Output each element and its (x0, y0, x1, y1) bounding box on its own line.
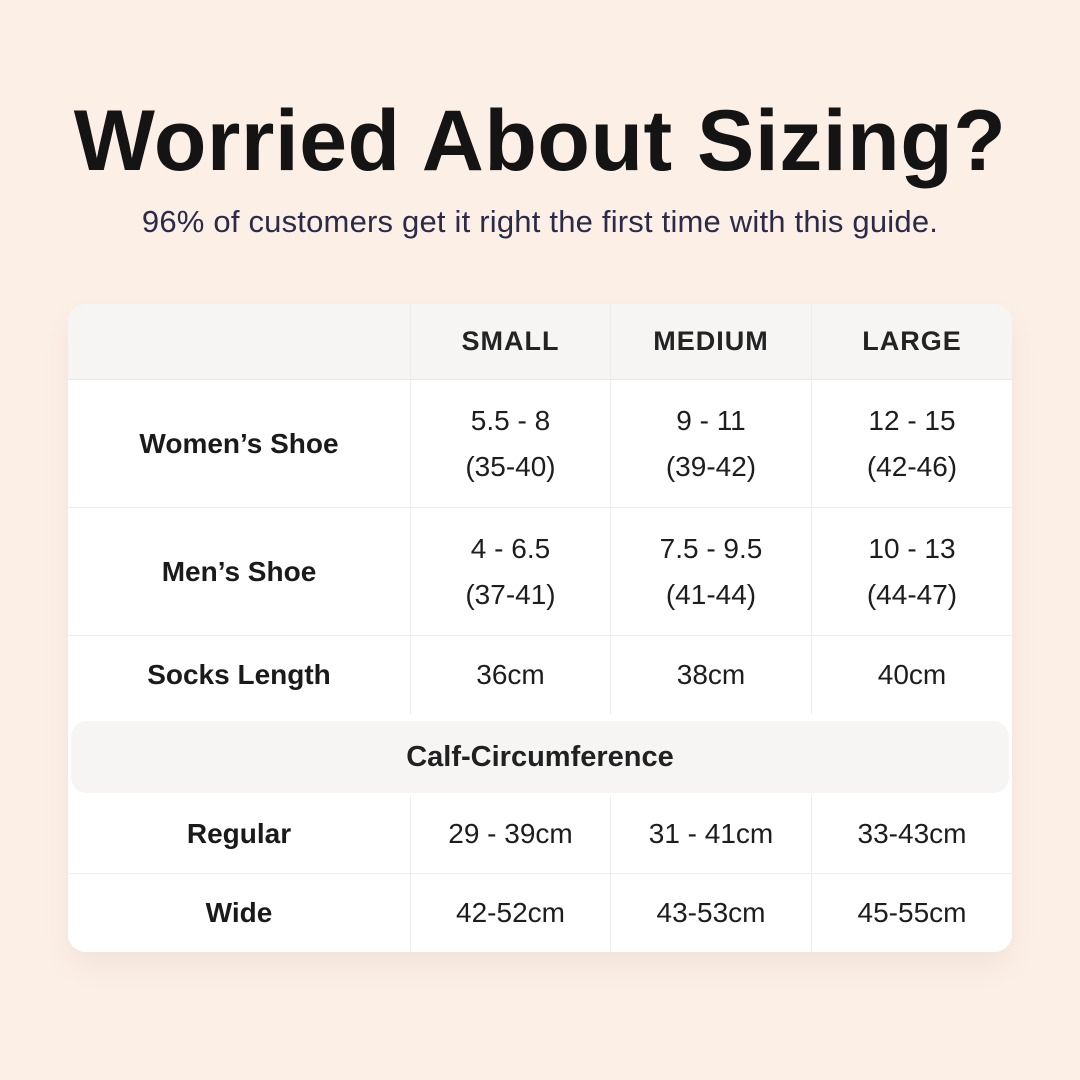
table-row-mens-shoe: Men’s Shoe 4 - 6.5 (37-41) 7.5 - 9.5 (41… (68, 508, 1012, 637)
row-label-mens-shoe: Men’s Shoe (161, 555, 317, 587)
size-value-eu: (42-46) (866, 450, 958, 482)
size-value-eu: (44-47) (866, 578, 958, 610)
row-label-wide: Wide (205, 897, 273, 929)
cell-womens-medium: 9 - 11 (39-42) (610, 380, 811, 508)
row-label-socks-length: Socks Length (147, 659, 331, 691)
size-value: 12 - 15 (868, 404, 956, 436)
column-header-small: SMALL (410, 304, 610, 380)
size-value-eu: (39-42) (665, 450, 757, 482)
size-value: 4 - 6.5 (470, 532, 551, 564)
cell-mens-small: 4 - 6.5 (37-41) (410, 508, 610, 636)
table-header-empty-cell (68, 304, 410, 379)
table-row-socks-length: Socks Length 36cm 38cm 40cm (68, 636, 1012, 715)
page-subtitle: 96% of customers get it right the first … (141, 204, 939, 240)
size-value-eu: (35-40) (465, 450, 556, 482)
cell-wide-medium: 43-53cm (610, 874, 811, 953)
size-value: 10 - 13 (868, 532, 956, 564)
cell-socks-medium: 38cm (610, 636, 811, 715)
size-value: 9 - 11 (676, 404, 746, 436)
table-row-regular: Regular 29 - 39cm 31 - 41cm 33-43cm (68, 795, 1012, 875)
cell-womens-small: 5.5 - 8 (35-40) (410, 380, 610, 508)
size-value: 5.5 - 8 (470, 404, 551, 436)
cell-mens-large: 10 - 13 (44-47) (811, 508, 1012, 636)
calf-circumference-section-header: Calf-Circumference (71, 721, 1009, 794)
column-header-medium: MEDIUM (610, 304, 811, 380)
table-row-womens-shoe: Women’s Shoe 5.5 - 8 (35-40) 9 - 11 (39-… (68, 380, 1012, 509)
column-header-large: LARGE (811, 304, 1012, 380)
row-label-regular: Regular (186, 818, 292, 850)
cell-mens-medium: 7.5 - 9.5 (41-44) (610, 508, 811, 636)
table-header-row: SMALL MEDIUM LARGE (68, 304, 1012, 381)
cell-womens-large: 12 - 15 (42-46) (811, 380, 1012, 508)
cell-regular-small: 29 - 39cm (410, 795, 610, 874)
size-value-eu: (37-41) (465, 578, 556, 610)
hero-section: Worried About Sizing? 96% of customers g… (0, 0, 1080, 240)
cell-regular-large: 33-43cm (811, 795, 1012, 874)
cell-socks-small: 36cm (410, 636, 610, 715)
table-row-wide: Wide 42-52cm 43-53cm 45-55cm (68, 874, 1012, 953)
page-title: Worried About Sizing? (73, 93, 1007, 189)
cell-wide-large: 45-55cm (811, 874, 1012, 953)
cell-regular-medium: 31 - 41cm (610, 795, 811, 874)
row-label-womens-shoe: Women’s Shoe (139, 427, 339, 459)
size-value: 7.5 - 9.5 (659, 532, 763, 564)
size-table-card: SMALL MEDIUM LARGE Women’s Shoe 5.5 - 8 … (68, 304, 1012, 953)
cell-wide-small: 42-52cm (410, 874, 610, 953)
cell-socks-large: 40cm (811, 636, 1012, 715)
size-value-eu: (41-44) (665, 578, 757, 610)
